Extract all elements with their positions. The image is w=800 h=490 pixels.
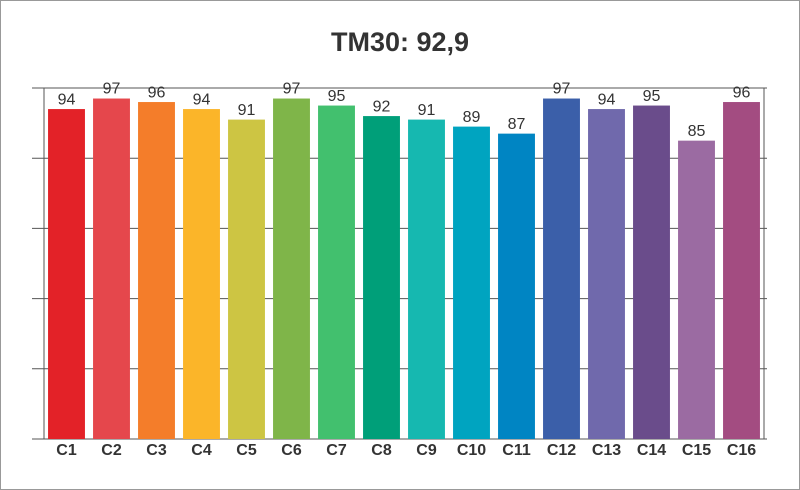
x-tick-label: C10 [457,442,486,459]
value-label: 85 [688,123,706,140]
x-tick-label: C14 [637,442,666,459]
x-tick-label: C3 [146,442,167,459]
x-tick-label: C15 [682,442,711,459]
x-tick-label: C9 [416,442,437,459]
bar [183,109,220,439]
x-tick-label: C12 [547,442,576,459]
value-label: 87 [508,116,526,133]
x-tick-label: C2 [101,442,122,459]
value-label: 94 [598,91,616,108]
bar [408,119,445,439]
x-tick-label: C6 [281,442,302,459]
value-label: 94 [58,91,76,108]
bar [93,98,130,439]
value-label: 91 [238,102,256,119]
bar [48,109,85,439]
x-tick-label: C5 [236,442,257,459]
bar [453,126,490,440]
bar [228,119,265,439]
x-tick-label: C16 [727,442,756,459]
value-label: 96 [733,84,751,101]
value-label: 97 [553,81,571,98]
bar [498,133,535,439]
value-label: 94 [193,91,211,108]
value-label: 91 [418,102,436,119]
x-tick-label: C4 [191,442,212,459]
bar [318,105,355,440]
x-tick-label: C8 [371,442,392,459]
bar [273,98,310,439]
value-label: 95 [328,88,346,105]
value-label: 95 [643,88,661,105]
x-tick-label: C1 [56,442,77,459]
chart-title: TM30: 92,9 [331,27,469,57]
bar [633,105,670,440]
value-label: 97 [103,81,121,98]
x-tick-label: C11 [502,442,531,459]
value-label: 97 [283,81,301,98]
value-label: 96 [148,84,166,101]
bar [363,116,400,439]
bar [588,109,625,439]
bar [138,102,175,439]
x-tick-label: C7 [326,442,347,459]
x-tick-label: C13 [592,442,621,459]
bar [678,140,715,439]
value-label: 89 [463,109,481,126]
value-label: 92 [373,98,391,115]
bar [723,102,760,439]
bar [543,98,580,439]
